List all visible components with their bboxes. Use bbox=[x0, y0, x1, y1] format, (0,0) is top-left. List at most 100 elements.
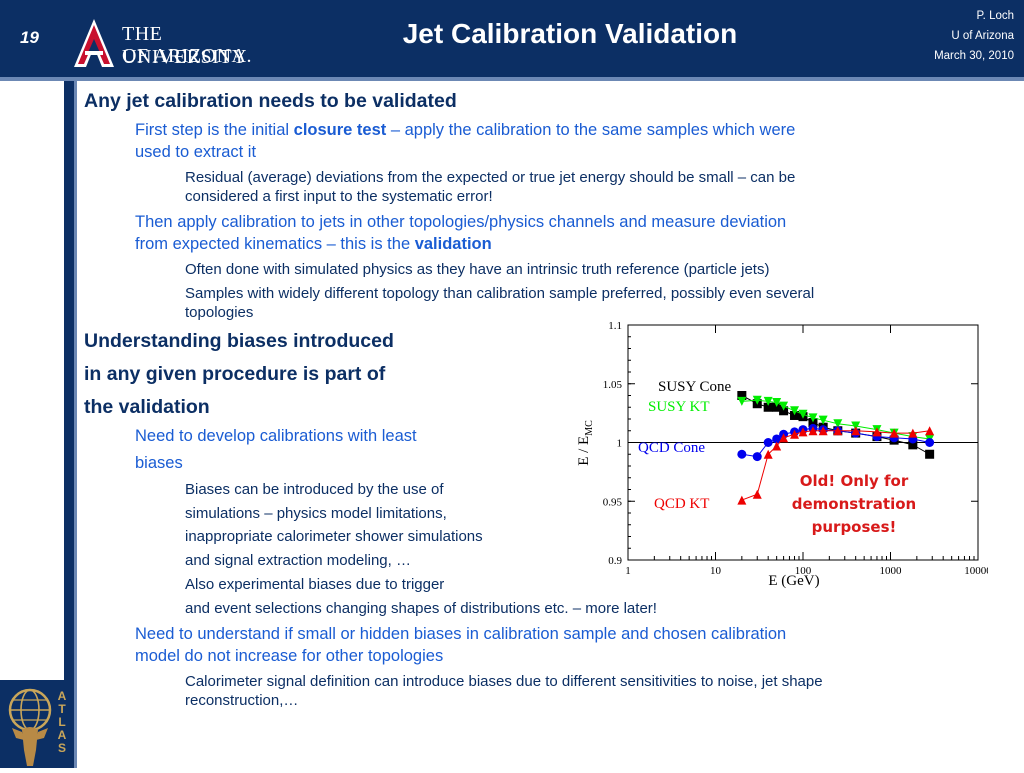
data-point bbox=[908, 440, 918, 450]
bullet-apply-calibration-line2: from expected kinematics – this is the v… bbox=[135, 235, 492, 254]
data-point bbox=[752, 489, 762, 499]
atlas-letter: A bbox=[58, 689, 67, 703]
header-divider bbox=[0, 77, 1024, 81]
x-tick-label: 1000 bbox=[880, 565, 903, 577]
data-point bbox=[752, 452, 762, 462]
data-point bbox=[737, 449, 747, 459]
data-point bbox=[772, 398, 782, 408]
bullet-simulation-biases-line4: and signal extraction modeling, … bbox=[185, 552, 411, 569]
closure-test-bold: closure test bbox=[293, 121, 387, 139]
data-point bbox=[872, 427, 882, 437]
data-point bbox=[737, 391, 747, 400]
note-line1: Old! Only for bbox=[799, 472, 909, 490]
bullet-biases-line1: Understanding biases introduced bbox=[84, 330, 394, 352]
atlas-letter: A bbox=[58, 728, 67, 742]
author-name: P. Loch bbox=[976, 10, 1014, 22]
bullet-simulated-physics: Often done with simulated physics as the… bbox=[185, 261, 770, 278]
data-point bbox=[763, 438, 773, 447]
bullet-simulation-biases-line3: inappropriate calorimeter shower simulat… bbox=[185, 528, 483, 545]
bullet-simulation-biases-line1: Biases can be introduced by the use of bbox=[185, 481, 444, 498]
y-tick-label: 1.05 bbox=[603, 379, 623, 391]
note-line3: purposes! bbox=[811, 518, 897, 536]
left-rail-accent bbox=[74, 81, 77, 768]
data-point bbox=[851, 421, 861, 431]
data-point bbox=[752, 395, 762, 405]
data-point bbox=[925, 438, 935, 447]
data-point bbox=[737, 495, 747, 505]
data-point bbox=[779, 401, 789, 411]
data-point bbox=[925, 449, 935, 459]
bullet-residual-line2: considered a first input to the systemat… bbox=[185, 188, 493, 205]
atlas-letter: T bbox=[58, 702, 66, 716]
bullet-closure-test-line2: used to extract it bbox=[135, 143, 257, 161]
bullet-signal-definition-line1: Calorimeter signal definition can introd… bbox=[185, 673, 823, 690]
bullet-experimental-biases-line2: and event selections changing shapes of … bbox=[185, 600, 657, 617]
data-point bbox=[763, 449, 773, 459]
bullet-biases-line3: the validation bbox=[84, 396, 210, 418]
slide-number: 19 bbox=[20, 28, 39, 47]
y-axis-label-group: E / EMC bbox=[576, 420, 595, 466]
series-label: SUSY Cone bbox=[658, 379, 732, 395]
atlas-letter: L bbox=[58, 715, 65, 729]
series-label: SUSY KT bbox=[648, 399, 710, 415]
atlas-letter: S bbox=[58, 741, 66, 755]
calibration-response-chart: 0.9 0.95 1 1.05 1.1 1 10 100 1000 10000 SUSY Cone… bbox=[576, 320, 988, 589]
data-point bbox=[851, 426, 861, 436]
bullet-residual-line1: Residual (average) deviations from the e… bbox=[185, 169, 796, 186]
logo-text-line2: OF ARIZONA. bbox=[122, 45, 252, 67]
data-point bbox=[772, 402, 782, 412]
x-tick-label: 10000 bbox=[964, 565, 988, 577]
y-axis-label: E / E bbox=[576, 436, 592, 466]
data-point bbox=[798, 427, 808, 437]
data-point bbox=[808, 426, 818, 436]
data-point bbox=[818, 415, 828, 425]
y-tick-label: 0.95 bbox=[603, 496, 623, 508]
data-point bbox=[779, 433, 789, 443]
bullet-least-biases-line2: biases bbox=[135, 454, 183, 472]
data-point bbox=[908, 428, 918, 438]
data-point bbox=[772, 441, 782, 451]
bullet-apply-calibration-line1: Then apply calibration to jets in other … bbox=[135, 213, 787, 231]
bullet-closure-test: First step is the initial closure test –… bbox=[135, 121, 795, 140]
bullet-biases-line2: in any given procedure is part of bbox=[84, 363, 386, 385]
arizona-a-icon bbox=[72, 17, 116, 69]
data-point bbox=[737, 396, 747, 406]
data-point bbox=[779, 406, 789, 416]
data-point bbox=[833, 426, 843, 436]
logo-text-line1: THE UNIVERSITY bbox=[122, 23, 247, 68]
series-label: QCD KT bbox=[654, 496, 709, 512]
university-logo: THE UNIVERSITY OF ARIZONA. bbox=[72, 17, 262, 69]
author-block: P. Loch U of Arizona March 30, 2010 bbox=[934, 6, 1014, 66]
bullet-validation-heading: Any jet calibration needs to be validate… bbox=[84, 90, 457, 112]
apply-calibration-pre: from expected kinematics – this is the bbox=[135, 235, 415, 253]
x-tick-label: 100 bbox=[795, 565, 812, 577]
svg-text:E / EMC: E / EMC bbox=[576, 420, 595, 466]
note-line2: demonstration bbox=[791, 495, 917, 513]
bullet-hidden-biases-line1: Need to understand if small or hidden bi… bbox=[135, 625, 787, 643]
data-point bbox=[772, 434, 782, 444]
left-rail-bar bbox=[64, 81, 74, 768]
left-rail bbox=[0, 81, 72, 768]
data-point bbox=[808, 418, 818, 428]
data-point bbox=[833, 419, 843, 429]
data-point bbox=[790, 410, 800, 420]
y-axis-label-sub: MC bbox=[584, 420, 595, 436]
x-axis-label: E (GeV) bbox=[768, 573, 819, 589]
author-affiliation: U of Arizona bbox=[951, 30, 1014, 42]
data-point bbox=[763, 396, 773, 406]
x-tick-label: 1 bbox=[625, 565, 631, 577]
bullet-samples-line2: topologies bbox=[185, 304, 254, 321]
data-point bbox=[925, 426, 935, 436]
data-point bbox=[798, 409, 808, 419]
y-tick-label: 1 bbox=[617, 438, 623, 450]
y-tick-label: 0.9 bbox=[608, 555, 622, 567]
data-point bbox=[889, 428, 899, 438]
validation-bold: validation bbox=[414, 235, 492, 253]
data-point bbox=[763, 402, 773, 412]
slide-title: Jet Calibration Validation bbox=[402, 18, 738, 49]
bullet-hidden-biases-line2: model do not increase for other topologi… bbox=[135, 647, 444, 665]
closure-test-post: – apply the calibration to the same samp… bbox=[386, 121, 796, 139]
